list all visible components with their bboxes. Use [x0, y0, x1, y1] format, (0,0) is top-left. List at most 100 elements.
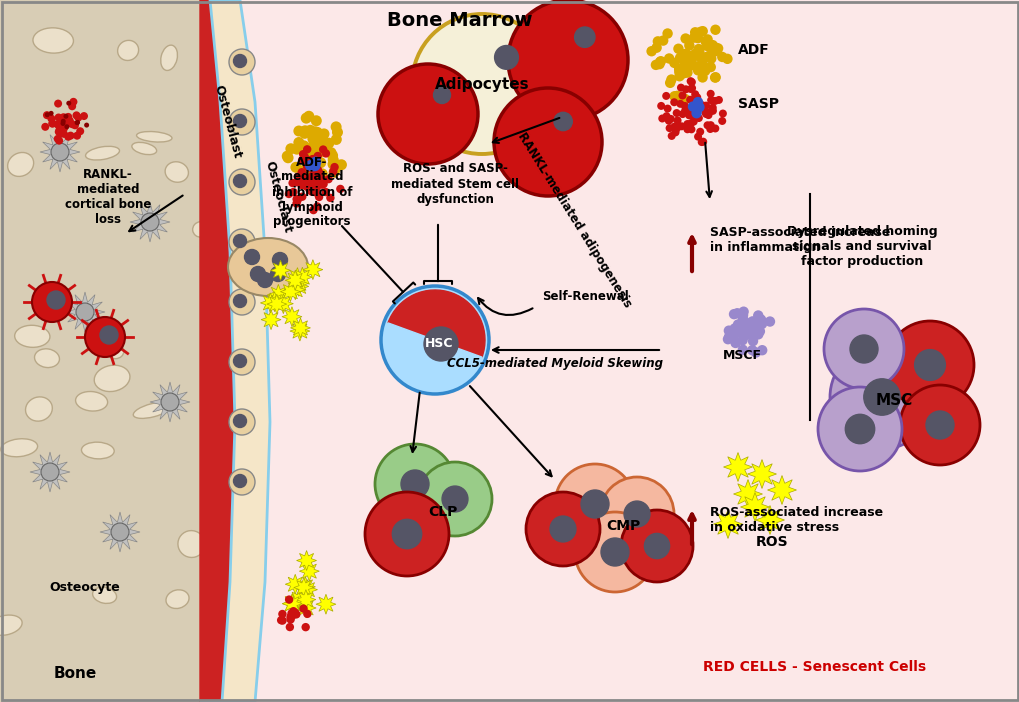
Polygon shape: [285, 270, 305, 291]
Circle shape: [694, 45, 704, 55]
Circle shape: [66, 132, 74, 140]
Circle shape: [680, 48, 690, 59]
Polygon shape: [264, 291, 284, 312]
Circle shape: [684, 40, 694, 51]
Circle shape: [290, 609, 299, 617]
Circle shape: [305, 145, 315, 157]
Circle shape: [710, 124, 718, 133]
Circle shape: [732, 308, 742, 319]
Circle shape: [687, 107, 695, 115]
Circle shape: [311, 176, 319, 184]
Polygon shape: [288, 273, 309, 293]
Polygon shape: [713, 510, 742, 538]
Circle shape: [317, 174, 325, 183]
Text: Bone Marrow: Bone Marrow: [387, 11, 532, 29]
Circle shape: [688, 32, 699, 43]
Polygon shape: [40, 132, 79, 172]
Circle shape: [58, 128, 65, 136]
Circle shape: [703, 51, 713, 61]
Circle shape: [764, 317, 774, 326]
Circle shape: [331, 161, 342, 173]
Circle shape: [299, 178, 307, 186]
Circle shape: [737, 335, 747, 345]
Text: ADF: ADF: [738, 43, 769, 57]
Circle shape: [674, 63, 684, 74]
Circle shape: [58, 122, 66, 130]
Circle shape: [277, 616, 285, 624]
Text: RANKL-mediated adipogenesis: RANKL-mediated adipogenesis: [515, 130, 634, 310]
Text: MSCF: MSCF: [721, 350, 761, 362]
Text: MSC: MSC: [874, 394, 912, 409]
Polygon shape: [30, 452, 70, 492]
Polygon shape: [150, 382, 190, 422]
Circle shape: [668, 91, 679, 102]
Circle shape: [282, 152, 293, 164]
Circle shape: [705, 62, 715, 72]
Circle shape: [61, 119, 65, 124]
Circle shape: [686, 85, 694, 93]
Circle shape: [644, 534, 668, 559]
Circle shape: [66, 100, 71, 106]
Circle shape: [229, 49, 255, 75]
Ellipse shape: [93, 587, 116, 604]
Text: ROS-associated increase
in oxidative stress: ROS-associated increase in oxidative str…: [709, 506, 882, 534]
Circle shape: [701, 108, 709, 117]
Polygon shape: [282, 594, 303, 614]
Circle shape: [691, 108, 701, 119]
Circle shape: [675, 53, 685, 63]
Circle shape: [316, 180, 325, 188]
Circle shape: [309, 172, 318, 180]
Circle shape: [79, 112, 88, 120]
Circle shape: [849, 335, 877, 363]
Circle shape: [111, 523, 128, 541]
Circle shape: [307, 156, 315, 164]
Circle shape: [683, 120, 691, 128]
Circle shape: [693, 44, 703, 54]
Circle shape: [305, 160, 316, 171]
Circle shape: [251, 267, 265, 282]
Circle shape: [229, 409, 255, 435]
Ellipse shape: [165, 161, 189, 183]
Circle shape: [688, 109, 695, 117]
Circle shape: [737, 310, 748, 320]
Circle shape: [701, 110, 709, 118]
Circle shape: [318, 180, 326, 189]
Circle shape: [303, 162, 311, 171]
Circle shape: [745, 325, 755, 336]
Circle shape: [319, 145, 327, 154]
Circle shape: [49, 119, 56, 127]
Circle shape: [621, 510, 692, 582]
Text: Dysregulated homing
signals and survival
factor production: Dysregulated homing signals and survival…: [786, 225, 936, 268]
Circle shape: [327, 154, 338, 165]
Circle shape: [507, 0, 628, 120]
Circle shape: [686, 105, 694, 113]
Circle shape: [229, 169, 255, 195]
Circle shape: [697, 72, 707, 83]
Circle shape: [278, 616, 286, 625]
Circle shape: [690, 107, 698, 115]
Circle shape: [308, 178, 316, 187]
Polygon shape: [298, 580, 317, 600]
Circle shape: [748, 322, 758, 332]
Circle shape: [305, 164, 313, 172]
Circle shape: [365, 492, 448, 576]
Circle shape: [285, 623, 293, 631]
Circle shape: [312, 131, 323, 142]
Circle shape: [698, 101, 706, 110]
Circle shape: [286, 612, 294, 621]
Circle shape: [55, 137, 63, 145]
Circle shape: [677, 122, 685, 131]
Circle shape: [751, 329, 761, 340]
Circle shape: [664, 117, 673, 125]
Circle shape: [68, 120, 76, 128]
Circle shape: [297, 145, 308, 155]
Circle shape: [646, 46, 656, 56]
Circle shape: [681, 102, 688, 110]
Circle shape: [676, 100, 684, 108]
Circle shape: [754, 326, 764, 336]
Circle shape: [747, 324, 758, 335]
Circle shape: [678, 49, 688, 60]
Circle shape: [708, 104, 716, 112]
Circle shape: [72, 112, 81, 119]
Circle shape: [316, 171, 324, 180]
